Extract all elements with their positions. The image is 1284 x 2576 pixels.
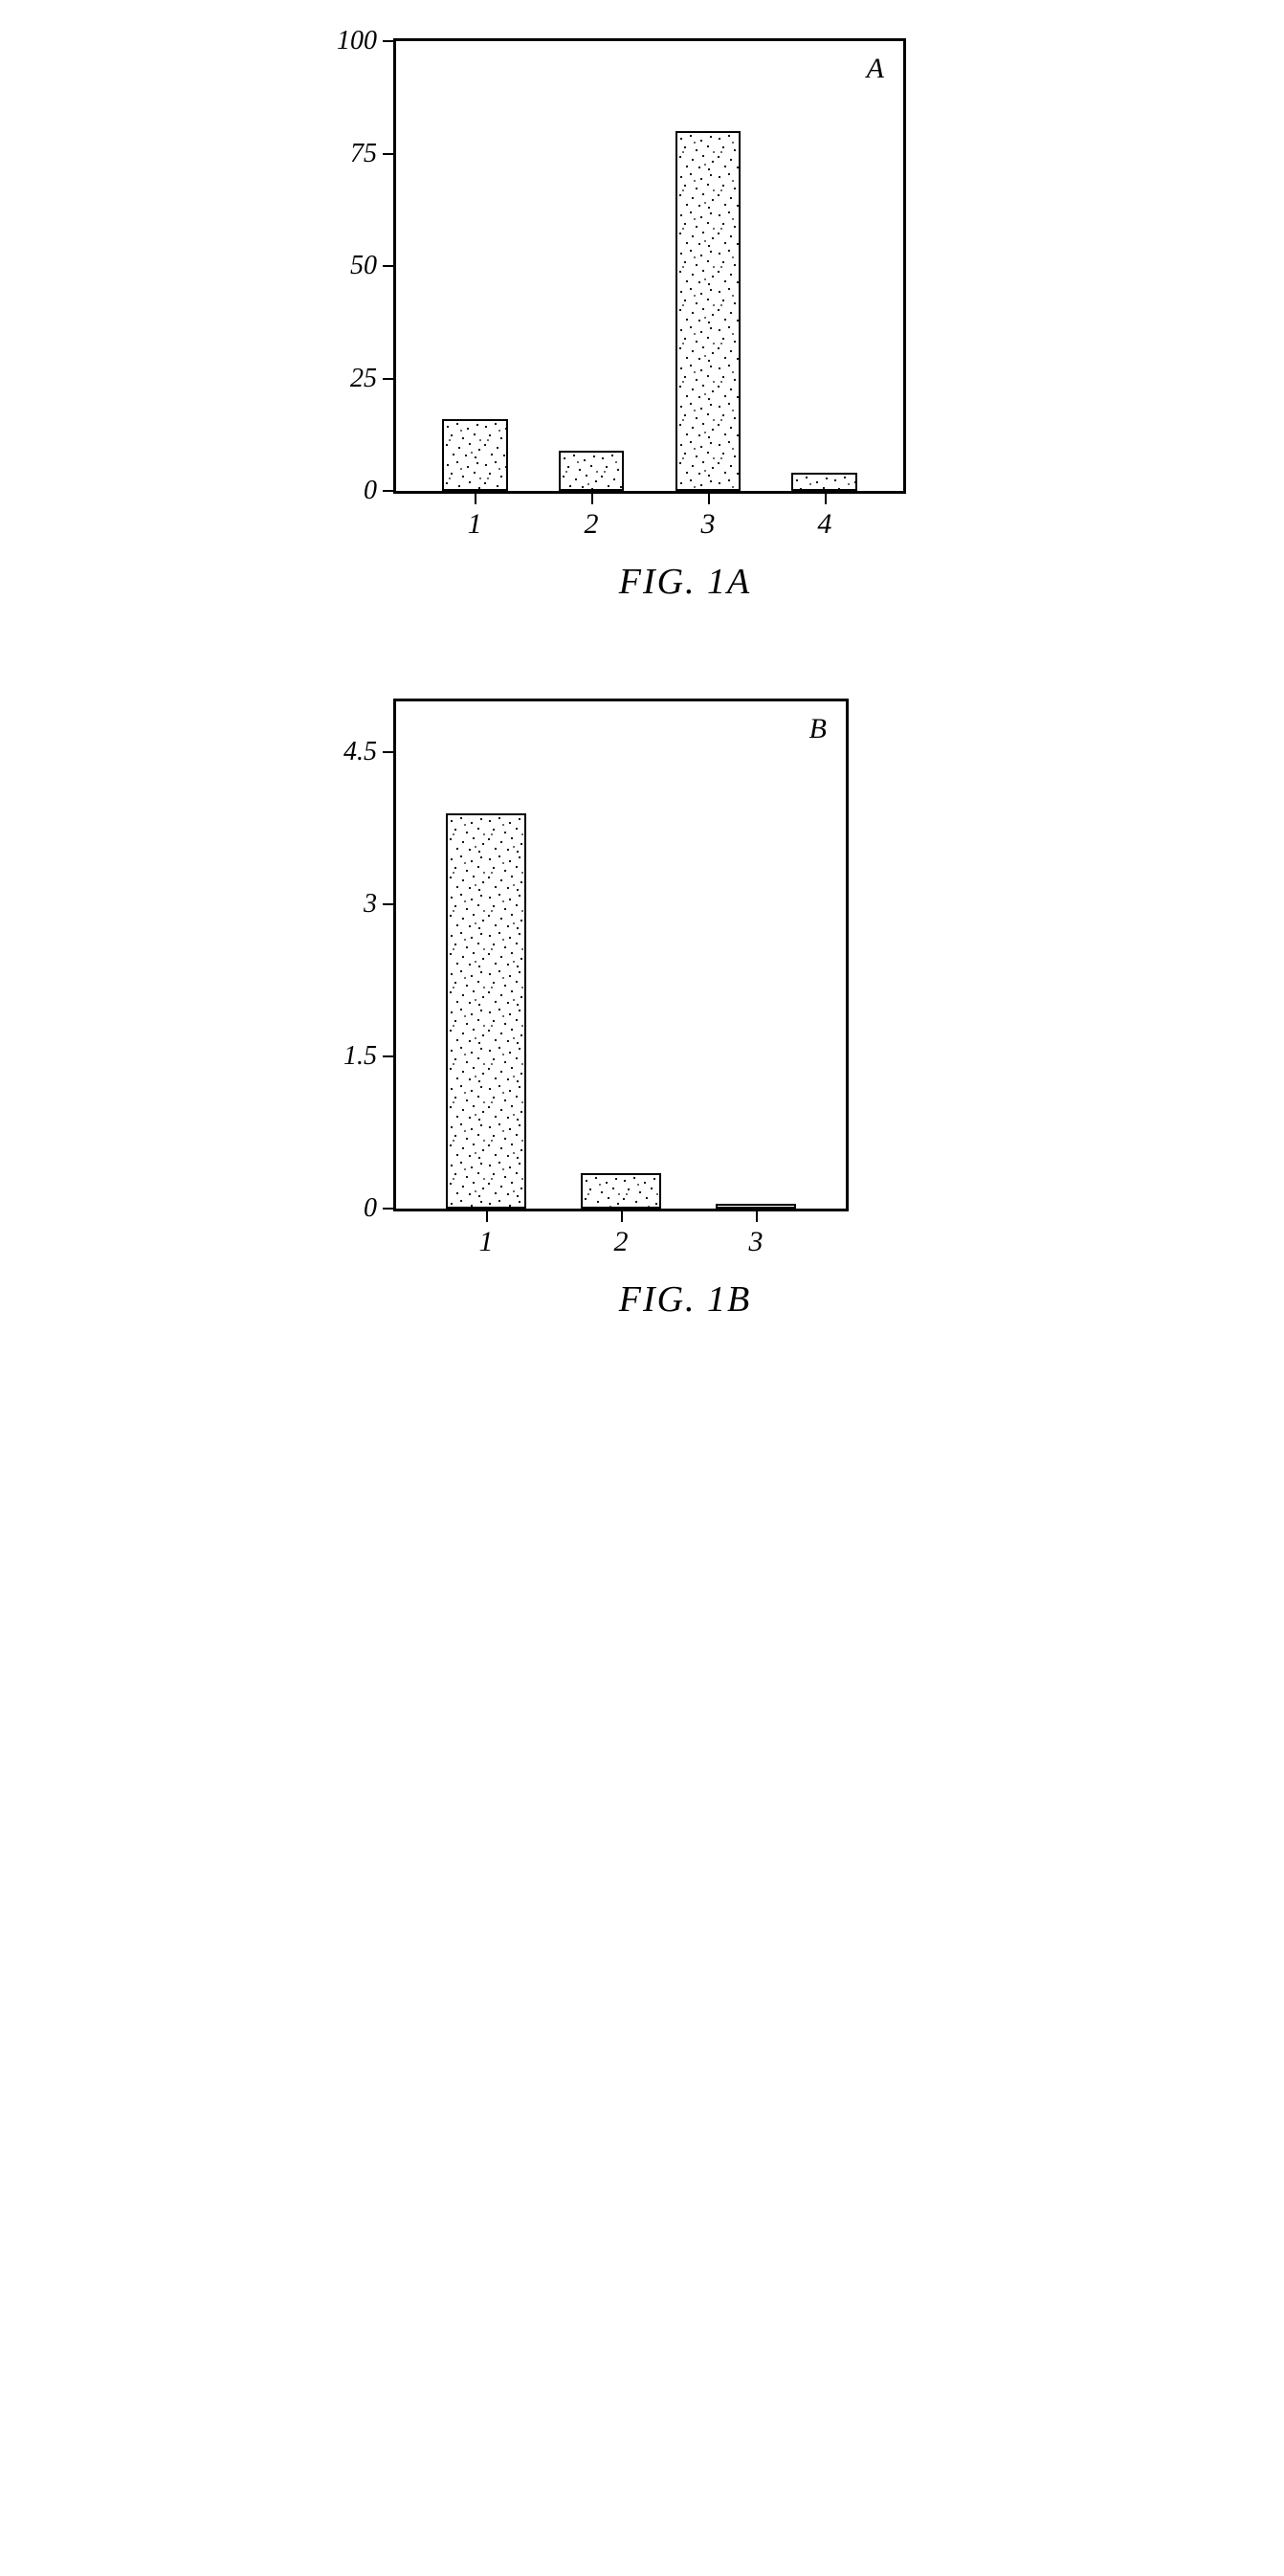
x-tick xyxy=(486,1209,488,1222)
y-tick-label: 3 xyxy=(364,889,377,920)
y-tick xyxy=(383,153,396,155)
y-tick-label: 1.5 xyxy=(343,1041,377,1072)
caption-b: FIG. 1B xyxy=(393,1278,977,1321)
x-tick xyxy=(475,491,476,504)
y-tick xyxy=(383,265,396,267)
bar xyxy=(581,1173,662,1209)
y-tick-label: 0 xyxy=(364,1193,377,1224)
x-tick-label: 2 xyxy=(585,508,599,541)
bar xyxy=(442,419,508,491)
figure-1a: LUCIFERASE (ng/mg PROTEIN) A 02550751001… xyxy=(307,38,977,603)
x-tick xyxy=(825,491,827,504)
x-tick xyxy=(621,1209,623,1222)
y-tick xyxy=(383,903,396,905)
x-tick xyxy=(756,1209,758,1222)
x-tick-label: 3 xyxy=(700,508,715,541)
y-tick-label: 75 xyxy=(350,139,377,169)
figure-1b: LUCIFERASE (ng/mg PROTEIN) B 01.534.5123… xyxy=(307,699,977,1321)
chart-box-a: A 02550751001234 xyxy=(393,38,906,494)
bar xyxy=(791,473,857,491)
y-tick xyxy=(383,40,396,42)
chart-container-a: LUCIFERASE (ng/mg PROTEIN) A 02550751001… xyxy=(307,38,977,494)
chart-container-b: LUCIFERASE (ng/mg PROTEIN) B 01.534.5123 xyxy=(307,699,977,1211)
plot-area-b xyxy=(396,701,846,1209)
y-tick-label: 25 xyxy=(350,364,377,394)
y-tick-label: 100 xyxy=(337,26,377,56)
x-tick-label: 1 xyxy=(479,1226,494,1258)
y-tick-label: 0 xyxy=(364,476,377,506)
x-tick xyxy=(708,491,710,504)
y-tick xyxy=(383,490,396,492)
y-tick xyxy=(383,1055,396,1057)
y-tick-label: 4.5 xyxy=(343,737,377,767)
bar xyxy=(675,131,742,491)
y-tick xyxy=(383,378,396,380)
x-tick-label: 1 xyxy=(468,508,482,541)
x-tick-label: 4 xyxy=(817,508,831,541)
x-tick-label: 3 xyxy=(749,1226,764,1258)
caption-a: FIG. 1A xyxy=(393,561,977,603)
y-tick-label: 50 xyxy=(350,251,377,281)
x-tick-label: 2 xyxy=(614,1226,629,1258)
chart-box-b: B 01.534.5123 xyxy=(393,699,849,1211)
x-tick xyxy=(591,491,593,504)
bar xyxy=(559,451,625,491)
y-tick xyxy=(383,751,396,753)
bar xyxy=(446,813,527,1209)
y-tick xyxy=(383,1208,396,1210)
plot-area-a xyxy=(396,41,903,491)
